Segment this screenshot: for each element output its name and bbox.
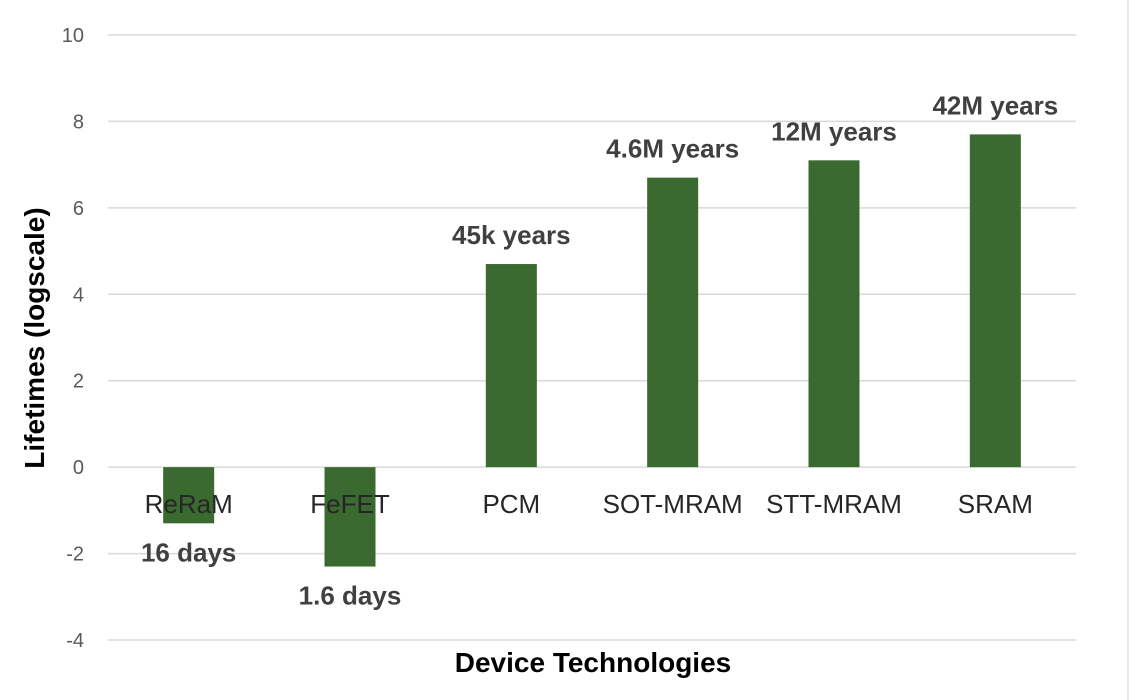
bars — [163, 134, 1021, 567]
category-label-3: SOT-MRAM — [603, 489, 743, 519]
y-tick-label-5: 6 — [73, 198, 84, 220]
bar-sram — [969, 134, 1021, 468]
y-tick-label-2: 0 — [73, 457, 84, 479]
category-label-2: PCM — [482, 489, 540, 519]
y-tick-label-1: -2 — [66, 544, 84, 566]
bar-sot-mram — [647, 177, 699, 468]
bar-stt-mram — [808, 160, 860, 468]
data-label-4: 12M years — [771, 116, 897, 146]
y-tick-labels: -4 -2 0 2 4 6 8 10 — [62, 25, 84, 652]
x-axis-title: Device Technologies — [455, 647, 731, 678]
y-tick-label-4: 4 — [73, 284, 84, 306]
y-tick-label-7: 10 — [62, 25, 84, 47]
bar-fefet — [324, 467, 376, 567]
y-tick-label-0: -4 — [66, 630, 84, 652]
y-axis-title: Lifetimes (logscale) — [19, 207, 50, 468]
y-tick-label-6: 8 — [73, 111, 84, 133]
gridlines — [108, 34, 1076, 641]
data-labels: 16 days 1.6 days 45k years 4.6M years 12M ye… — [141, 90, 1058, 610]
bar-reram — [163, 467, 215, 524]
data-label-2: 45k years — [452, 220, 571, 250]
category-label-4: STT-MRAM — [766, 489, 902, 519]
y-tick-label-3: 2 — [73, 371, 84, 393]
category-label-0: ReRaM — [145, 489, 233, 519]
category-labels: ReRaM FeFET PCM SOT-MRAM STT-MRAM SRAM — [145, 489, 1033, 519]
category-label-5: SRAM — [958, 489, 1033, 519]
data-label-1: 1.6 days — [299, 581, 402, 611]
bar-pcm — [485, 264, 537, 468]
category-label-1: FeFET — [310, 489, 390, 519]
data-label-3: 4.6M years — [606, 134, 739, 164]
data-label-5: 42M years — [932, 90, 1058, 120]
data-label-0: 16 days — [141, 537, 236, 567]
